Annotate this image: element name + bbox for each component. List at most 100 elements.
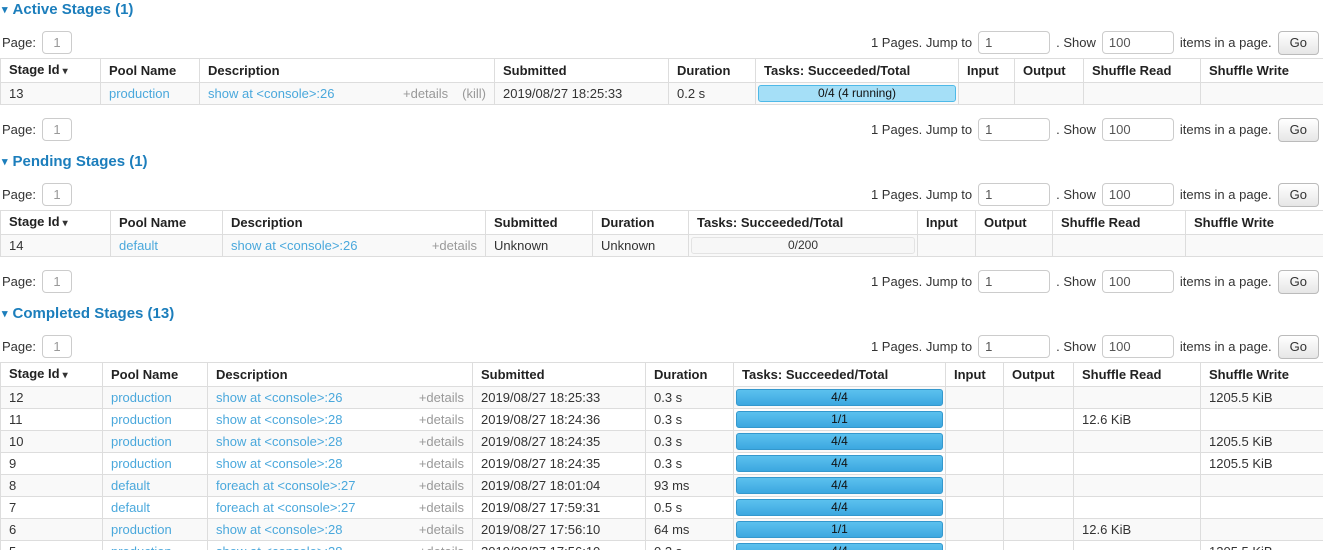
details-toggle[interactable]: +details (418, 522, 464, 537)
go-button[interactable]: Go (1277, 117, 1319, 142)
column-header-description[interactable]: Description (199, 58, 495, 83)
column-header-description[interactable]: Description (222, 210, 486, 235)
details-toggle[interactable]: +details (418, 456, 464, 471)
page-number-input[interactable] (41, 118, 72, 141)
column-header-tasks-succeeded-total[interactable]: Tasks: Succeeded/Total (688, 210, 918, 235)
column-header-stage-id[interactable]: Stage Id ▾ (0, 362, 103, 387)
column-header-shuffle-write[interactable]: Shuffle Write (1200, 362, 1323, 387)
column-header-pool-name[interactable]: Pool Name (102, 362, 208, 387)
column-header-shuffle-read[interactable]: Shuffle Read (1052, 210, 1186, 235)
pool-name-link[interactable]: production (109, 86, 170, 101)
details-toggle[interactable]: +details (403, 86, 449, 101)
page-number-input[interactable] (41, 183, 72, 206)
description-link[interactable]: show at <console>:28 (216, 434, 343, 449)
shuffle-read-cell (1073, 430, 1201, 453)
pagination-top: Page: 1 Pages. Jump to . Show items in a… (0, 182, 1323, 207)
jump-to-page-input[interactable] (978, 118, 1051, 141)
column-header-output[interactable]: Output (975, 210, 1053, 235)
pending-stages-table: Stage Id ▾ Pool Name Description Submitted Du… (0, 210, 1323, 257)
page-label: Page: (2, 274, 36, 289)
pool-name-cell: production (102, 408, 208, 431)
section-header-completed-stages[interactable]: ▾ Completed Stages (13) (2, 305, 1323, 322)
items-label: items in a page. (1179, 274, 1272, 289)
description-link[interactable]: foreach at <console>:27 (216, 500, 356, 515)
column-header-duration[interactable]: Duration (645, 362, 734, 387)
description-wrap: show at <console>:26 +details (216, 390, 464, 405)
pool-name-link[interactable]: production (111, 522, 172, 537)
pool-name-link[interactable]: default (111, 500, 151, 515)
details-toggle[interactable]: +details (418, 390, 464, 405)
column-header-description[interactable]: Description (207, 362, 473, 387)
column-header-shuffle-read[interactable]: Shuffle Read (1083, 58, 1201, 83)
input-cell (945, 474, 1004, 497)
jump-to-page-input[interactable] (978, 270, 1051, 293)
column-header-submitted[interactable]: Submitted (485, 210, 593, 235)
details-toggle[interactable]: +details (418, 478, 464, 493)
pool-name-link[interactable]: production (111, 434, 172, 449)
shuffle-read-cell (1083, 82, 1201, 105)
tasks-progress-bar: 1/1 (736, 411, 943, 428)
pool-name-link[interactable]: production (111, 390, 172, 405)
page-size-input[interactable] (1101, 183, 1174, 206)
details-toggle[interactable]: +details (418, 500, 464, 515)
page-size-input[interactable] (1101, 335, 1174, 358)
pool-name-link[interactable]: default (119, 238, 159, 253)
shuffle-write-cell: 1205.5 KiB (1200, 452, 1323, 475)
page-size-input[interactable] (1101, 118, 1174, 141)
page-size-input[interactable] (1101, 270, 1174, 293)
column-header-input[interactable]: Input (958, 58, 1015, 83)
go-button[interactable]: Go (1277, 30, 1319, 55)
section-header-active-stages[interactable]: ▾ Active Stages (1) (2, 1, 1323, 18)
column-header-stage-id[interactable]: Stage Id ▾ (0, 58, 101, 83)
pool-name-link[interactable]: production (111, 412, 172, 427)
details-toggle[interactable]: +details (419, 544, 464, 550)
column-header-stage-id[interactable]: Stage Id ▾ (0, 210, 111, 235)
column-header-output[interactable]: Output (1014, 58, 1084, 83)
column-header-submitted[interactable]: Submitted (472, 362, 646, 387)
pool-name-link[interactable]: production (111, 544, 172, 550)
submitted-cell: 2019/08/27 18:24:35 (472, 430, 646, 453)
description-link[interactable]: foreach at <console>:27 (216, 478, 356, 493)
description-link[interactable]: show at <console>:26 (208, 86, 335, 101)
pool-name-link[interactable]: default (111, 478, 151, 493)
pool-name-link[interactable]: production (111, 456, 172, 471)
kill-link[interactable]: (kill) (462, 86, 486, 101)
column-header-shuffle-read[interactable]: Shuffle Read (1073, 362, 1201, 387)
go-button[interactable]: Go (1277, 269, 1319, 294)
column-header-shuffle-write[interactable]: Shuffle Write (1200, 58, 1323, 83)
submitted-cell: 2019/08/27 18:25:33 (494, 82, 669, 105)
column-header-input[interactable]: Input (945, 362, 1004, 387)
column-header-shuffle-write[interactable]: Shuffle Write (1185, 210, 1323, 235)
description-link[interactable]: show at <console>:26 (216, 390, 343, 405)
go-button[interactable]: Go (1277, 182, 1319, 207)
description-link[interactable]: show at <console>:28 (216, 544, 342, 550)
column-header-label: Description (208, 63, 280, 78)
description-link[interactable]: show at <console>:28 (216, 456, 343, 471)
description-link[interactable]: show at <console>:28 (216, 522, 343, 537)
column-header-tasks-succeeded-total[interactable]: Tasks: Succeeded/Total (733, 362, 946, 387)
jump-to-page-input[interactable] (978, 183, 1051, 206)
column-header-duration[interactable]: Duration (592, 210, 689, 235)
details-toggle[interactable]: +details (418, 412, 464, 427)
page-number-input[interactable] (41, 270, 72, 293)
description-link[interactable]: show at <console>:28 (216, 412, 343, 427)
page-number-input[interactable] (41, 31, 72, 54)
details-toggle[interactable]: +details (431, 238, 477, 253)
column-header-tasks-succeeded-total[interactable]: Tasks: Succeeded/Total (755, 58, 959, 83)
page-number-input[interactable] (41, 335, 72, 358)
description-link[interactable]: show at <console>:26 (231, 238, 358, 253)
column-header-duration[interactable]: Duration (668, 58, 756, 83)
page-size-input[interactable] (1101, 31, 1174, 54)
column-header-pool-name[interactable]: Pool Name (100, 58, 200, 83)
go-button[interactable]: Go (1277, 334, 1319, 359)
column-header-output[interactable]: Output (1003, 362, 1074, 387)
column-header-pool-name[interactable]: Pool Name (110, 210, 223, 235)
details-toggle[interactable]: +details (418, 434, 464, 449)
jump-to-page-input[interactable] (978, 31, 1051, 54)
column-header-submitted[interactable]: Submitted (494, 58, 669, 83)
section-header-pending-stages[interactable]: ▾ Pending Stages (1) (2, 153, 1323, 170)
jump-to-page-input[interactable] (978, 335, 1051, 358)
output-cell (1003, 386, 1074, 409)
shuffle-read-cell: 12.6 KiB (1073, 518, 1201, 541)
column-header-input[interactable]: Input (917, 210, 976, 235)
